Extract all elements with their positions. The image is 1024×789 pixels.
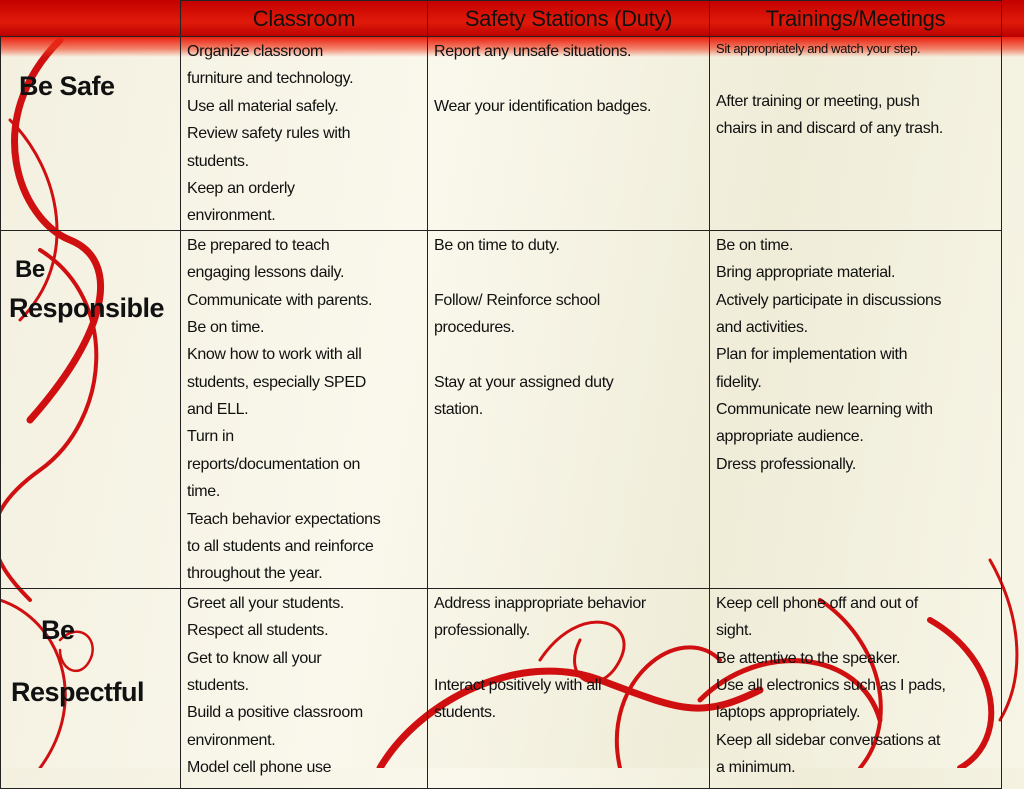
cell-line: procedures. [434,318,515,336]
row-label: Be Safe [19,71,115,101]
cell-line: Be on time. [716,236,794,254]
cell-line [428,645,709,672]
table-cell: Be prepared to teach engaging lessons dai… [180,229,428,589]
cell-line: throughout the year. [187,565,323,583]
cell-line: Keep all sidebar conversations at [716,731,941,749]
table-cell: Keep cell phone off and out of sight. Be a… [709,587,1002,789]
cell-line: Wear your identification badges. [434,97,652,115]
cell-line: chairs in and discard of any trash. [716,120,943,138]
cell-line: Turn in [187,428,234,446]
cell-line: Know how to work with all [187,346,362,364]
row-label: Respectful [11,676,145,707]
cell-line: students. [434,704,496,722]
row-label: Be [41,614,75,645]
cell-line: Keep an orderly [187,179,295,197]
row-label-cell: Be Respectful [0,587,181,789]
cell-line: students, especially SPED [187,373,366,391]
cell-line: station. [434,401,483,419]
cell-line: fidelity. [716,373,762,391]
table-cell: Report any unsafe situations. Wear your i… [427,36,710,231]
cell-line [428,341,709,368]
table-row-be-respectful: Be Respectful Greet all your students. Resp… [0,587,1002,789]
cell-line: Plan for implementation with [716,346,908,364]
table-cell: Address inappropriate behavior profession… [427,587,710,789]
table-row-be-safe: Be Safe Organize classroom furniture and t… [0,36,1002,231]
cell-line: furniture and technology. [187,70,354,88]
cell-line: to all students and reinforce [187,538,374,556]
cell-line: students. [187,152,249,170]
cell-line: Communicate with parents. [187,291,373,309]
cell-line [428,259,709,286]
cell-line: Sit appropriately and watch your step. [716,41,921,56]
cell-line: professionally. [434,622,530,640]
cell-line: reports/documentation on [187,455,361,473]
cell-line: Be on time. [187,318,265,336]
table-cell: Organize classroom furniture and technolo… [180,36,428,231]
cell-line: Dress professionally. [716,455,856,473]
cell-line: Teach behavior expectations [187,510,381,528]
header-corner [0,0,181,37]
cell-line: Follow/ Reinforce school [434,291,600,309]
table-cell: Greet all your students. Respect all stud… [180,587,428,789]
cell-line: students. [187,676,249,694]
cell-line: Use all electronics such as I pads, [716,676,946,694]
cell-line: Bring appropriate material. [716,264,896,282]
cell-line: After training or meeting, push [716,93,920,110]
header-row: Classroom Safety Stations (Duty) Trainin… [0,0,1002,37]
cell-line: Get to know all your [187,649,322,667]
cell-line: laptops appropriately. [716,704,861,722]
cell-line: Communicate new learning with [716,401,933,419]
cell-line: Organize classroom [187,43,323,60]
table-row-be-responsible: Be Responsible Be prepared to teach engagin… [0,229,1002,589]
table-cell: Be on time to duty. Follow/ Reinforce sch… [427,229,710,589]
row-label-cell: Be Responsible [0,229,181,589]
cell-line: Build a positive classroom [187,704,363,722]
table-cell: Be on time. Bring appropriate material. Ac… [709,229,1002,589]
cell-line: engaging lessons daily. [187,264,345,282]
cell-line [710,60,1001,88]
cell-line: environment. [187,731,276,749]
cell-line: appropriate audience. [716,428,864,446]
cell-line: Stay at your assigned duty [434,373,614,391]
row-label-cell: Be Safe [0,36,181,231]
column-header-safety-stations: Safety Stations (Duty) [427,0,710,37]
row-label: Responsible [9,292,165,323]
cell-line: Respect all students. [187,622,329,640]
cell-line: Report any unsafe situations. [434,43,632,60]
cell-line: Be attentive to the speaker. [716,649,901,667]
column-header-trainings-meetings: Trainings/Meetings [709,0,1002,37]
column-header-classroom: Classroom [180,0,428,37]
table-cell: Sit appropriately and watch your step. Af… [709,36,1002,231]
cell-line: and activities. [716,318,808,336]
cell-line: sight. [716,622,753,640]
cell-line: Interact positively with all [434,676,602,694]
cell-line: Address inappropriate behavior [434,594,646,612]
cell-line: Greet all your students. [187,594,345,612]
cell-line: Review safety rules with [187,125,351,143]
cell-line: Be on time to duty. [434,236,560,254]
cell-line: Actively participate in discussions [716,291,942,309]
cell-line: Use all material safely. [187,97,339,115]
cell-line: time. [187,483,220,501]
cell-line: and ELL. [187,401,249,419]
expectations-table: Classroom Safety Stations (Duty) Trainin… [0,0,1002,789]
cell-line: environment. [187,207,276,225]
cell-line: Keep cell phone off and out of [716,594,918,612]
row-label: Be [15,255,45,283]
cell-line: Be prepared to teach [187,236,330,254]
cell-line [428,65,709,92]
